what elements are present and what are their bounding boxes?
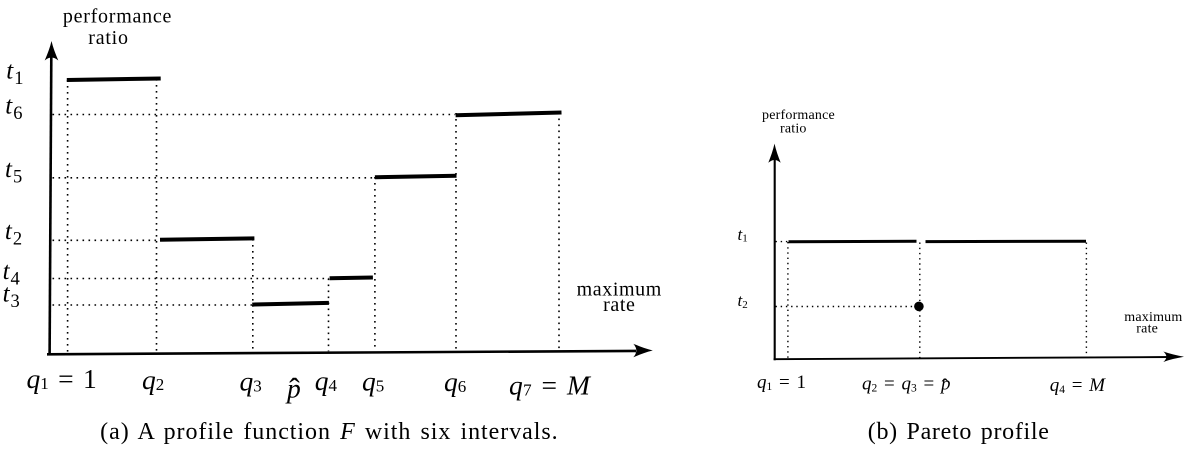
svg-text:q1 = 1: q1 = 1: [757, 372, 806, 393]
svg-text:(b) Pareto profile: (b) Pareto profile: [868, 419, 1050, 445]
svg-text:ˆ: ˆ: [942, 376, 949, 398]
svg-text:q7 = M: q7 = M: [509, 370, 592, 401]
svg-text:q4 = M: q4 = M: [1050, 375, 1106, 396]
svg-text:ˆ: ˆ: [289, 371, 300, 407]
svg-text:performance: performance: [63, 6, 172, 28]
svg-text:rate: rate: [1136, 322, 1158, 337]
svg-text:rate: rate: [603, 294, 635, 316]
svg-text:ratio: ratio: [88, 27, 128, 49]
svg-text:(a) A profile function F with: (a) A profile function F with six interv…: [100, 419, 558, 445]
svg-text:q1 = 1: q1 = 1: [27, 363, 97, 394]
svg-text:ratio: ratio: [780, 122, 807, 137]
